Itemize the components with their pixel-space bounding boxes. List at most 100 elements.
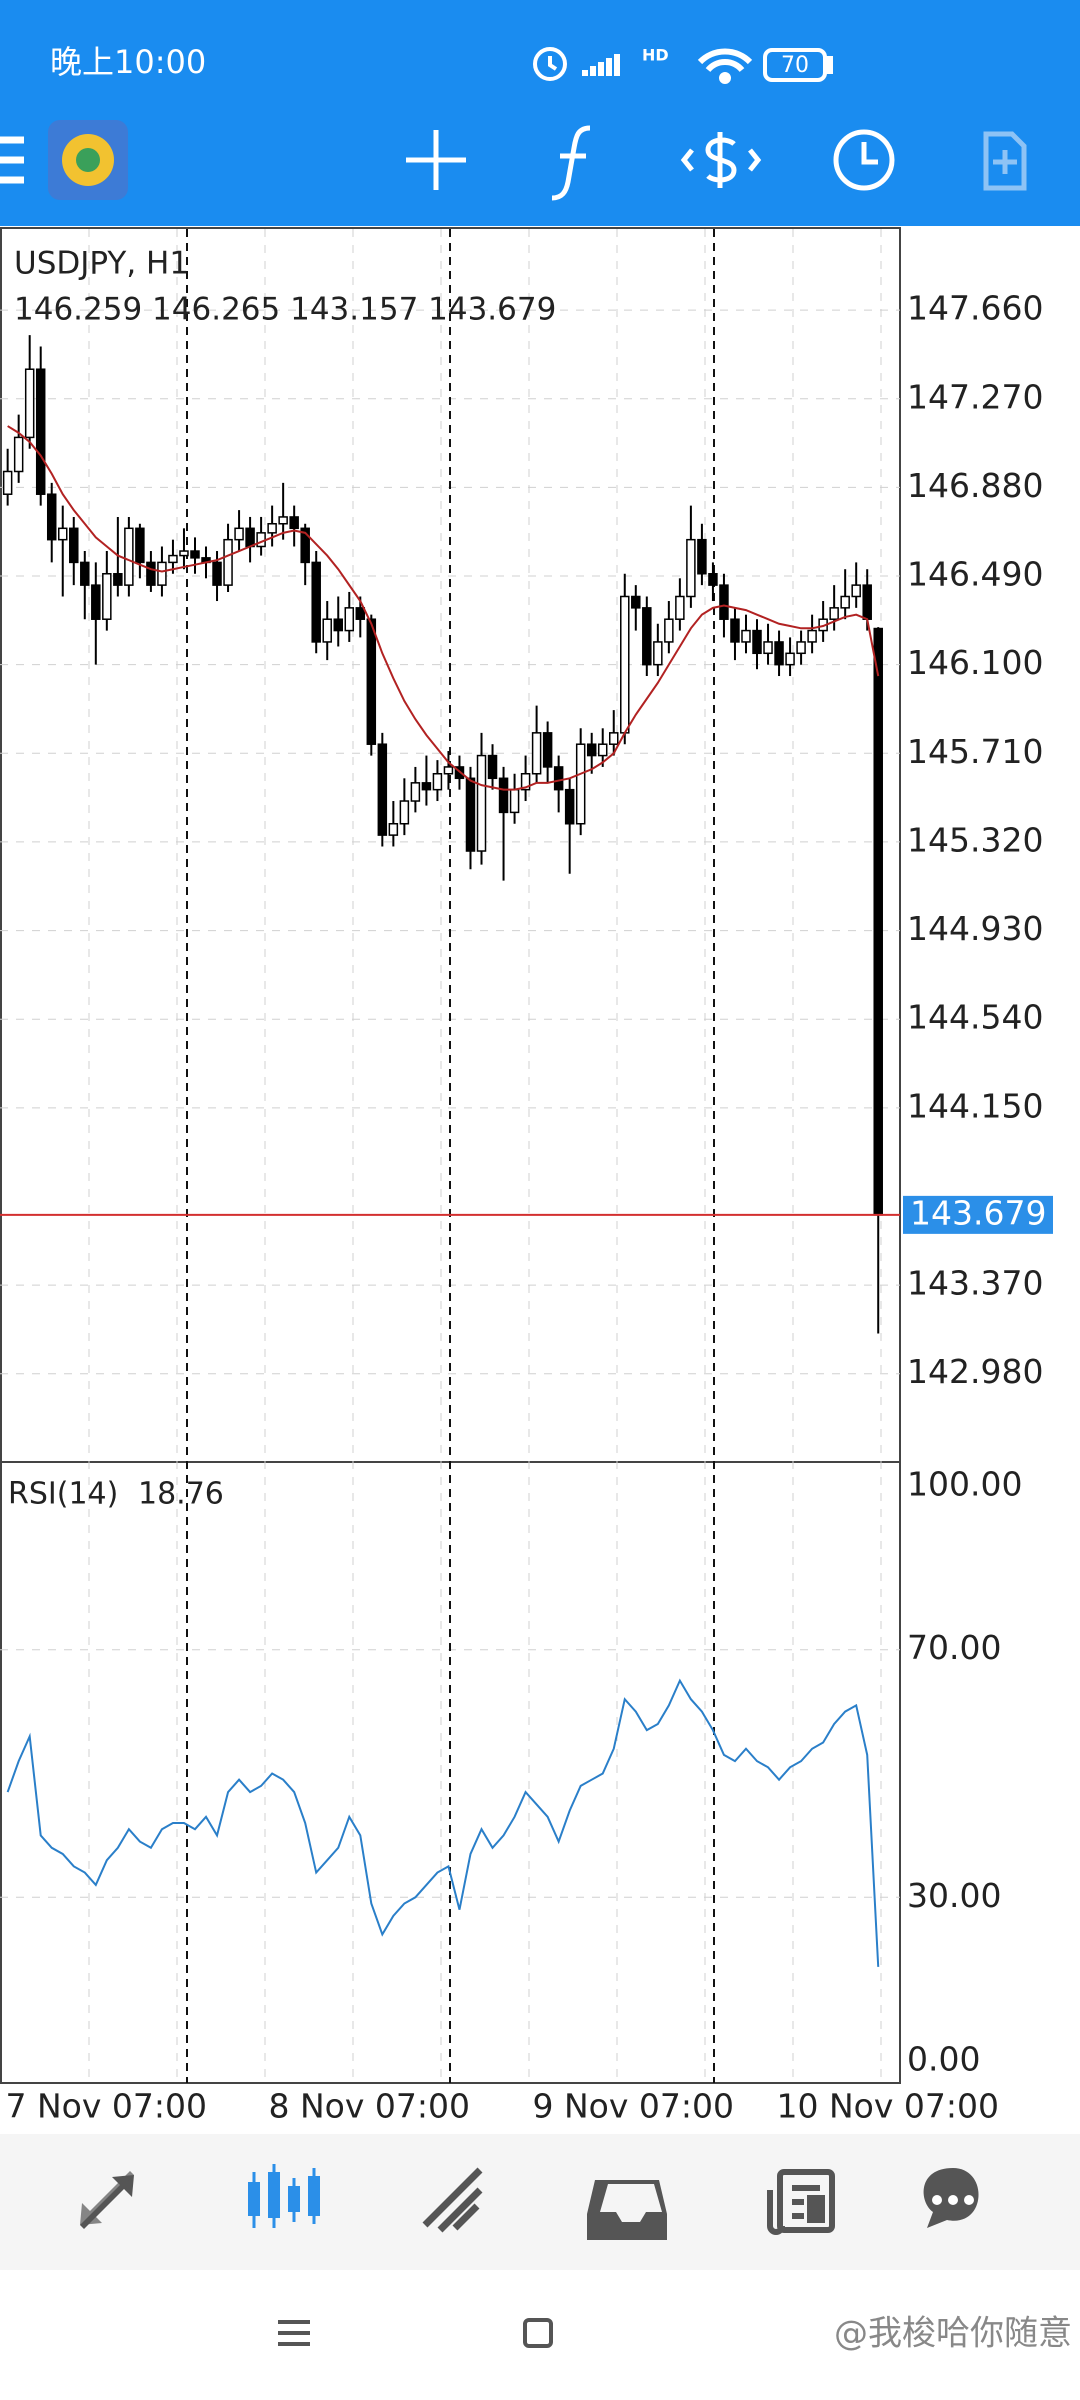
app-logo[interactable]: [48, 120, 128, 200]
toolbar: [406, 125, 1027, 201]
candle-body: [421, 782, 432, 791]
y-tick-label: 147.270: [907, 377, 1043, 416]
plot: 143.679: [0, 335, 1053, 1967]
x-tick-label: 10 Nov 07:00: [777, 2087, 999, 2126]
rsi-name: RSI(14): [8, 1477, 118, 1512]
objects-button[interactable]: [983, 131, 1027, 191]
last-price-label: 143.679: [910, 1193, 1046, 1232]
candle-body: [355, 607, 366, 620]
candle-body: [686, 538, 696, 598]
y-tick-label: 146.880: [907, 466, 1043, 505]
nav-news[interactable]: [767, 2169, 835, 2235]
rsi-line: [6, 1678, 880, 1967]
y-tick-label: 145.320: [907, 820, 1043, 859]
watermark: @我梭哈你随意: [834, 2314, 1072, 2354]
candle-body: [2, 470, 13, 495]
candle-body: [179, 550, 189, 557]
candle-body: [586, 743, 597, 757]
timeframe-button[interactable]: [833, 129, 895, 191]
moving-average: [7, 425, 880, 791]
candle-body: [289, 516, 299, 530]
rsi-value: 18.76: [138, 1477, 224, 1512]
candle-body: [24, 368, 35, 439]
candle-body: [146, 561, 156, 586]
candle-body: [862, 584, 872, 620]
nav-menu[interactable]: [278, 2320, 310, 2346]
candle-body: [212, 561, 222, 586]
chart-title: USDJPY, H1: [14, 246, 189, 282]
candle-body: [531, 732, 542, 775]
candle-body: [80, 561, 90, 586]
candle-body: [322, 618, 332, 643]
nav-history[interactable]: [587, 2180, 667, 2240]
candle-body: [300, 527, 310, 564]
candle-body: [597, 743, 608, 757]
candle-body: [13, 436, 24, 473]
candle-body: [553, 766, 564, 791]
grid: [0, 229, 900, 2083]
candle-body: [245, 527, 255, 548]
candle-body: [135, 527, 145, 564]
candle-body: [631, 595, 641, 609]
candle-body: [102, 573, 112, 620]
y-tick-label: 144.150: [907, 1086, 1043, 1125]
candle-body: [498, 777, 509, 814]
candle-body: [124, 527, 134, 586]
candle-body: [487, 754, 498, 780]
y-tick-label: 143.370: [907, 1264, 1043, 1303]
status-icons: [533, 47, 833, 84]
candle-body: [741, 629, 751, 643]
y-tick-label: 147.660: [907, 289, 1043, 328]
crosshair-button[interactable]: [406, 130, 466, 190]
candle-body: [410, 782, 421, 802]
candle-body: [168, 554, 178, 564]
rsi-tick-label: 0.00: [907, 2040, 980, 2079]
y-tick-label: 142.980: [907, 1352, 1043, 1391]
candle-body: [267, 523, 277, 534]
nav-trade[interactable]: [422, 2167, 483, 2233]
candle-body: [796, 641, 806, 655]
bottom-nav: [0, 2134, 1080, 2270]
candle-body: [642, 607, 652, 666]
candle-body: [697, 538, 707, 575]
nav-chat[interactable]: [923, 2168, 979, 2228]
candle-body: [311, 561, 321, 643]
nav-quotes[interactable]: [80, 2171, 134, 2229]
candle-body: [91, 584, 101, 620]
candle-body: [774, 641, 784, 666]
candle-body: [708, 573, 718, 586]
status-time: 晚上10:00: [50, 43, 206, 81]
candle-body: [35, 368, 46, 495]
candle-body: [620, 595, 630, 734]
candle-body: [157, 561, 167, 586]
indicators-button[interactable]: [551, 125, 591, 201]
candle-body: [840, 595, 850, 609]
trade-button[interactable]: [680, 132, 762, 188]
x-tick-label: 7 Nov 07:00: [6, 2087, 207, 2126]
nav-home[interactable]: [523, 2318, 553, 2348]
candle-body: [476, 754, 487, 852]
menu-button[interactable]: [0, 136, 24, 184]
system-nav: [278, 2318, 553, 2348]
candle-body: [575, 743, 586, 825]
candle-body: [278, 516, 288, 525]
y-tick-label: 146.490: [907, 555, 1043, 594]
rsi-tick-label: 100.00: [907, 1465, 1022, 1504]
battery-level: 70: [781, 53, 809, 78]
candle-body: [719, 584, 729, 620]
nav-chart[interactable]: [248, 2164, 320, 2228]
y-tick-label: 144.930: [907, 909, 1043, 948]
last-price-tag: [903, 1195, 1053, 1234]
candle-body: [399, 800, 410, 825]
candle-body: [509, 788, 520, 814]
candle-body: [388, 823, 399, 836]
candle-body: [785, 652, 795, 666]
candle-body: [465, 777, 476, 852]
x-tick-label: 8 Nov 07:00: [269, 2087, 470, 2126]
candle-body: [664, 618, 674, 643]
candle-body: [829, 607, 839, 620]
candle-body: [113, 573, 123, 586]
y-tick-label: 144.540: [907, 998, 1043, 1037]
app-bar: [0, 0, 1080, 226]
